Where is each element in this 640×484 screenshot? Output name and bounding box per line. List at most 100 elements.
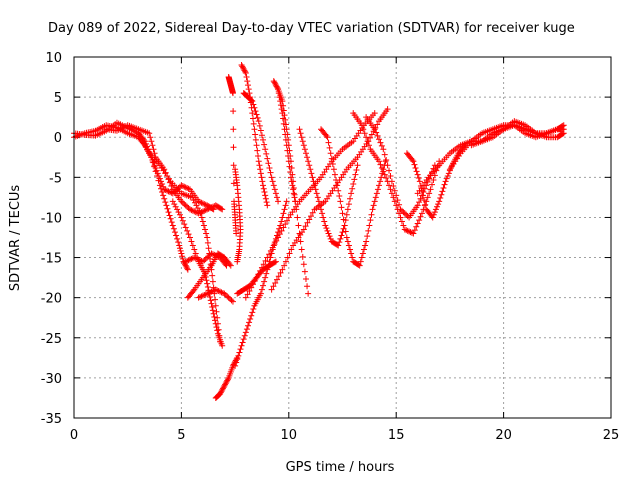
data-point [244,82,251,89]
data-point [244,291,251,298]
data-point [200,222,207,229]
data-point [443,175,450,182]
data-point [401,210,408,217]
data-point [272,258,279,265]
data-point [175,185,182,192]
data-point [280,102,287,109]
data-point [191,254,198,261]
data-point [197,293,204,300]
data-point [250,306,257,313]
data-point [363,238,370,245]
data-point [207,289,214,296]
data-point [256,162,263,169]
data-point [218,388,225,395]
data-point [334,182,341,189]
data-point [178,198,185,205]
data-point [410,230,417,237]
data-point [280,210,287,217]
data-point [246,90,253,97]
data-point [176,245,183,252]
data-point [224,293,231,300]
data-point [382,158,389,165]
x-tick-label: 15 [388,428,405,443]
data-point [208,300,215,307]
x-tick-label: 10 [281,428,298,443]
data-point [287,158,294,165]
data-point [157,178,164,185]
data-point [220,384,227,391]
data-point [237,346,244,353]
data-point [264,155,271,162]
data-point [282,258,289,265]
data-point [258,264,265,271]
data-point [268,250,275,257]
data-point [212,252,219,259]
data-point [377,161,384,168]
data-point [253,274,260,281]
data-point [279,266,286,273]
data-point [188,238,195,245]
data-point [559,130,566,137]
data-point [162,199,169,206]
data-point [233,230,240,237]
data-point [396,210,403,217]
data-point [280,107,287,114]
data-point [239,339,246,346]
data-point [255,158,262,165]
data-point [192,209,199,216]
data-point [161,186,168,193]
data-point [146,130,153,137]
data-point [247,96,254,103]
data-point [307,213,314,220]
data-point [250,120,257,127]
data-point [325,230,332,237]
data-point [380,168,387,175]
data-point [282,116,289,123]
data-point [202,207,209,214]
data-point [266,164,273,171]
series-arc-dip-4 [363,114,438,221]
data-point [307,166,314,173]
data-point [194,205,201,212]
data-point [195,198,202,205]
data-point [202,291,209,298]
data-point [438,191,445,198]
data-point [394,197,401,204]
data-point [202,201,209,208]
data-point [251,104,258,111]
x-tick-label: 5 [177,428,185,443]
data-point [214,253,221,260]
data-point [211,251,218,258]
data-point [205,289,212,296]
data-point [219,206,226,213]
data-point [299,138,306,145]
data-point [350,181,357,188]
data-point [309,174,316,181]
data-point [377,178,384,185]
data-point [264,254,271,261]
data-point [285,136,292,143]
data-point [560,130,567,137]
data-point [268,286,275,293]
data-point [365,227,372,234]
data-point [279,214,286,221]
data-point [383,156,390,163]
data-point [283,198,290,205]
data-point [147,134,154,141]
data-point [344,206,351,213]
data-point [209,203,216,210]
series-arc-recovery [232,198,290,369]
data-point [214,327,221,334]
data-point [236,349,243,356]
data-point [197,210,204,217]
data-point [444,172,451,179]
data-point [183,263,190,270]
data-point [445,170,452,177]
data-point [262,192,269,199]
data-point [184,265,191,272]
data-point [386,167,393,174]
data-point [306,216,313,223]
data-point [242,70,249,77]
data-point [241,332,248,339]
data-point [165,188,172,195]
